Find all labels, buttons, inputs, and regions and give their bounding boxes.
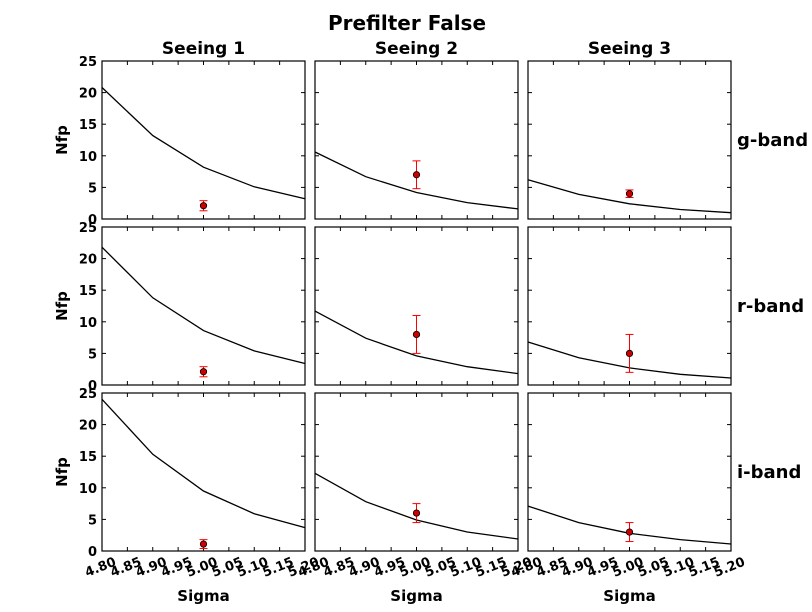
panel-frame <box>314 60 519 220</box>
y-tick-label: 0 <box>88 213 97 228</box>
y-tick-label: 25 <box>79 55 97 70</box>
data-point <box>412 330 421 339</box>
row-label-g-band: g-band <box>737 130 808 151</box>
panel-i-band-seeing-2: 4.804.854.904.955.005.055.105.155.20 <box>296 392 534 581</box>
y-tick-label: 0 <box>88 379 97 394</box>
y-tick-label: 5 <box>88 347 97 362</box>
x-axis-label: Sigma <box>390 587 442 605</box>
y-tick-label: 10 <box>79 150 97 165</box>
panel-i-band-seeing-3: 4.804.854.904.955.005.055.105.155.20 <box>509 392 747 581</box>
y-tick-label: 15 <box>79 450 97 465</box>
y-tick-label: 10 <box>79 482 97 497</box>
y-tick-label: 15 <box>79 118 97 133</box>
panel-frame <box>527 392 732 552</box>
data-point <box>625 528 634 536</box>
panel-r-band-seeing-3 <box>527 226 732 386</box>
x-axis-label: Sigma <box>603 587 655 605</box>
series-line <box>527 179 732 214</box>
column-title-seeing-2: Seeing 2 <box>375 39 458 59</box>
data-point <box>412 171 421 179</box>
panel-frame <box>314 226 519 386</box>
series-line <box>101 398 306 529</box>
data-point <box>199 540 208 548</box>
data-point <box>625 349 634 357</box>
row-labels: g-band r-band i-band <box>737 130 808 483</box>
data-point <box>412 509 421 517</box>
y-tick-label: 20 <box>79 87 97 102</box>
y-tick-label: 25 <box>79 221 97 236</box>
y-tick-label: 15 <box>79 284 97 299</box>
y-axis-label: Nfp <box>53 457 71 487</box>
panel-frame <box>101 226 306 386</box>
panel-r-band-seeing-1: 0 5 10 15 20 25 <box>79 221 306 394</box>
y-tick-label: 0 <box>88 545 97 560</box>
row-label-i-band: i-band <box>737 462 801 483</box>
y-tick-label: 5 <box>88 513 97 528</box>
y-axis-label: Nfp <box>53 125 71 155</box>
panel-frame <box>527 60 732 220</box>
figure-title: Prefilter False <box>328 11 486 35</box>
y-tick-label: 20 <box>79 419 97 434</box>
series-line <box>314 310 519 375</box>
axis-labels: Sigma Sigma Sigma Nfp Nfp Nfp <box>53 125 656 605</box>
y-tick-label: 5 <box>88 181 97 196</box>
y-axis-label: Nfp <box>53 291 71 321</box>
column-title-seeing-1: Seeing 1 <box>162 39 245 59</box>
y-tick-label: 10 <box>79 316 97 331</box>
panel-i-band-seeing-1: 05101520254.804.854.904.955.005.055.105.… <box>79 387 321 581</box>
panel-frame <box>101 60 306 220</box>
column-title-seeing-3: Seeing 3 <box>588 39 671 59</box>
panel-frame <box>314 392 519 552</box>
panel-grid: 0510152025051015202505101520254.804.854.… <box>79 55 747 581</box>
panel-frame <box>527 226 732 386</box>
panel-g-band-seeing-3 <box>527 60 732 220</box>
panel-r-band-seeing-2 <box>314 226 519 386</box>
y-tick-label: 20 <box>79 253 97 268</box>
panel-frame <box>101 392 306 552</box>
series-line <box>101 87 306 200</box>
series-line <box>101 246 306 365</box>
x-axis-label: Sigma <box>177 587 229 605</box>
y-tick-label: 25 <box>79 387 97 402</box>
data-point <box>199 202 208 210</box>
data-point <box>625 190 634 198</box>
panel-g-band-seeing-2 <box>314 60 519 220</box>
panel-g-band-seeing-1: 0 5 10 15 20 25 <box>79 55 306 228</box>
series-line <box>314 151 519 210</box>
data-point <box>199 368 208 376</box>
column-titles: Seeing 1 Seeing 2 Seeing 3 <box>162 39 671 59</box>
row-label-r-band: r-band <box>737 296 804 317</box>
